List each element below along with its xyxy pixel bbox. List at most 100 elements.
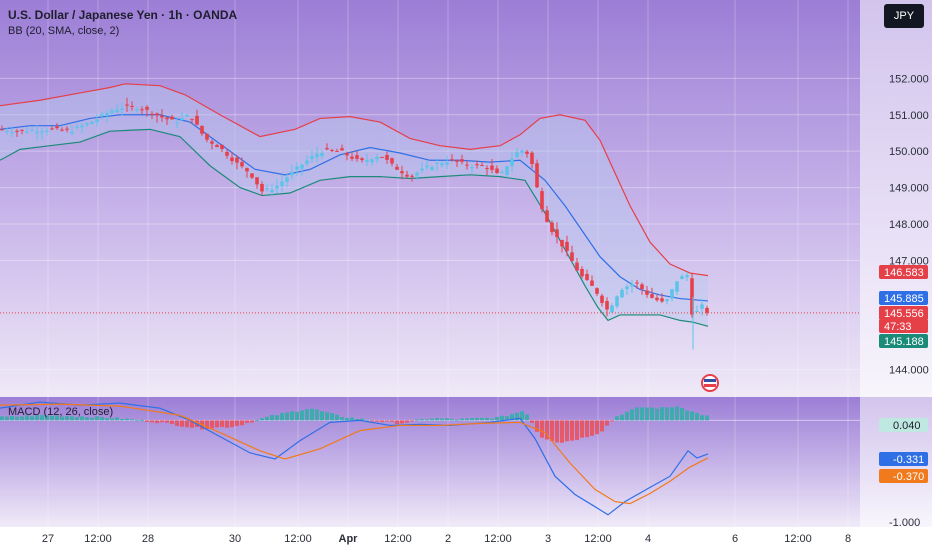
macd-histogram-bar[interactable] <box>570 420 574 441</box>
macd-histogram-bar[interactable] <box>375 420 379 422</box>
candle-body[interactable] <box>420 168 424 171</box>
macd-histogram-bar[interactable] <box>615 416 619 421</box>
macd-histogram-bar[interactable] <box>610 420 614 422</box>
candle-body[interactable] <box>210 141 214 144</box>
macd-histogram-bar[interactable] <box>90 417 94 421</box>
macd-histogram-bar[interactable] <box>700 415 704 421</box>
macd-histogram-bar[interactable] <box>365 420 369 422</box>
macd-histogram-bar[interactable] <box>655 408 659 421</box>
candle-body[interactable] <box>410 175 414 177</box>
macd-histogram-bar[interactable] <box>0 416 4 421</box>
macd-histogram-bar[interactable] <box>565 420 569 442</box>
macd-histogram-bar[interactable] <box>420 419 424 421</box>
candle-body[interactable] <box>685 275 689 278</box>
candle-body[interactable] <box>590 280 594 286</box>
macd-histogram-bar[interactable] <box>345 417 349 421</box>
candle-body[interactable] <box>325 148 329 150</box>
macd-histogram-bar[interactable] <box>210 420 214 429</box>
candle-body[interactable] <box>145 106 149 110</box>
macd-histogram-bar[interactable] <box>500 415 504 421</box>
candle-body[interactable] <box>250 173 254 178</box>
macd-histogram-bar[interactable] <box>670 407 674 421</box>
candle-body[interactable] <box>690 278 694 315</box>
candle-body[interactable] <box>245 168 249 172</box>
candle-body[interactable] <box>20 129 24 131</box>
macd-histogram-bar[interactable] <box>650 407 654 421</box>
macd-histogram-bar[interactable] <box>455 419 459 421</box>
macd-histogram-bar[interactable] <box>590 420 594 436</box>
macd-histogram-bar[interactable] <box>430 418 434 421</box>
candle-body[interactable] <box>70 131 74 134</box>
candle-body[interactable] <box>45 130 49 132</box>
macd-histogram-bar[interactable] <box>475 417 479 421</box>
macd-histogram-bar[interactable] <box>330 413 334 421</box>
macd-histogram-bar[interactable] <box>635 407 639 421</box>
candle-body[interactable] <box>195 115 199 125</box>
candle-body[interactable] <box>60 129 64 131</box>
candle-body[interactable] <box>200 125 204 134</box>
candle-body[interactable] <box>160 115 164 118</box>
candle-body[interactable] <box>215 144 219 148</box>
macd-histogram-bar[interactable] <box>215 420 219 428</box>
candle-body[interactable] <box>185 114 189 117</box>
candle-body[interactable] <box>440 163 444 166</box>
macd-histogram-bar[interactable] <box>675 406 679 421</box>
macd-histogram-bar[interactable] <box>180 420 184 427</box>
macd-histogram-bar[interactable] <box>75 417 79 421</box>
macd-histogram-bar[interactable] <box>685 410 689 421</box>
macd-histogram-bar[interactable] <box>295 411 299 421</box>
macd-histogram-bar[interactable] <box>440 418 444 421</box>
macd-histogram-bar[interactable] <box>285 412 289 421</box>
macd-histogram-bar[interactable] <box>530 420 534 423</box>
macd-histogram-bar[interactable] <box>380 420 384 422</box>
macd-histogram-bar[interactable] <box>225 420 229 428</box>
candle-body[interactable] <box>260 184 264 192</box>
candle-body[interactable] <box>115 109 119 113</box>
candle-body[interactable] <box>480 165 484 167</box>
macd-histogram-bar[interactable] <box>20 416 24 421</box>
macd-histogram-bar[interactable] <box>15 416 19 421</box>
candle-body[interactable] <box>135 109 139 111</box>
candle-body[interactable] <box>430 166 434 171</box>
macd-histogram-bar[interactable] <box>245 420 249 423</box>
candle-body[interactable] <box>40 131 44 133</box>
macd-indicator-label[interactable]: MACD (12, 26, close) <box>8 406 114 418</box>
candle-body[interactable] <box>560 239 564 247</box>
candle-body[interactable] <box>280 181 284 187</box>
candle-body[interactable] <box>35 131 39 134</box>
candle-body[interactable] <box>425 165 429 168</box>
candle-body[interactable] <box>455 160 459 162</box>
candle-body[interactable] <box>500 171 504 173</box>
candle-body[interactable] <box>675 281 679 292</box>
candle-body[interactable] <box>300 164 304 169</box>
candle-body[interactable] <box>520 150 524 153</box>
macd-histogram-bar[interactable] <box>540 420 544 438</box>
macd-histogram-bar[interactable] <box>460 418 464 421</box>
macd-histogram-bar[interactable] <box>185 420 189 428</box>
macd-histogram-bar[interactable] <box>65 416 69 421</box>
macd-histogram-bar[interactable] <box>580 420 584 438</box>
candle-body[interactable] <box>595 288 599 294</box>
candle-body[interactable] <box>545 210 549 222</box>
macd-histogram-bar[interactable] <box>80 416 84 421</box>
candle-body[interactable] <box>570 252 574 262</box>
candle-body[interactable] <box>5 130 9 132</box>
macd-histogram-bar[interactable] <box>45 415 49 421</box>
macd-histogram-bar[interactable] <box>705 415 709 421</box>
candle-body[interactable] <box>450 159 454 161</box>
candle-body[interactable] <box>125 104 129 106</box>
macd-histogram-bar[interactable] <box>155 420 159 424</box>
macd-histogram-bar[interactable] <box>350 417 354 421</box>
candle-body[interactable] <box>0 129 4 131</box>
macd-histogram-bar[interactable] <box>620 414 624 421</box>
candle-body[interactable] <box>585 273 589 280</box>
candle-body[interactable] <box>435 162 439 164</box>
macd-histogram-bar[interactable] <box>165 420 169 423</box>
candle-body[interactable] <box>50 128 54 130</box>
macd-histogram-bar[interactable] <box>235 420 239 426</box>
symbol-title[interactable]: U.S. Dollar / Japanese Yen · 1h · OANDA <box>8 8 238 22</box>
candle-body[interactable] <box>350 156 354 159</box>
candle-body[interactable] <box>535 163 539 188</box>
candle-body[interactable] <box>695 311 699 313</box>
candle-body[interactable] <box>510 158 514 167</box>
